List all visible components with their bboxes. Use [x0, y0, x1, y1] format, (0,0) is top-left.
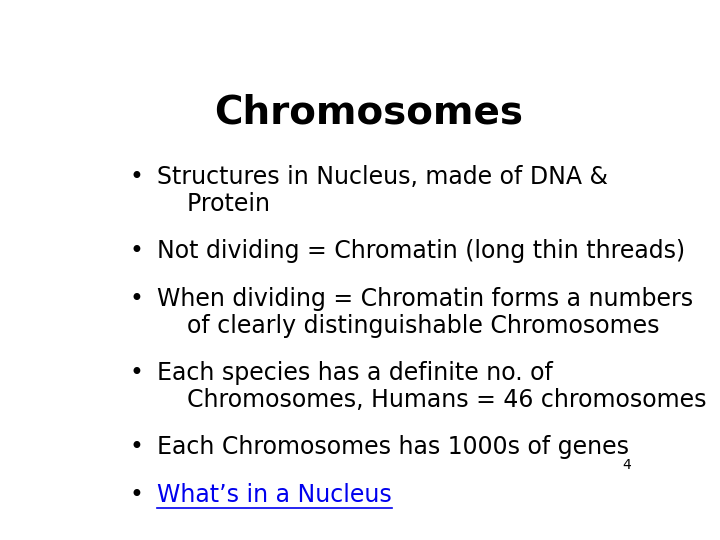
Text: •: • — [129, 165, 143, 188]
Text: •: • — [129, 361, 143, 384]
Text: •: • — [129, 435, 143, 459]
Text: Each species has a definite no. of
    Chromosomes, Humans = 46 chromosomes: Each species has a definite no. of Chrom… — [157, 361, 706, 413]
Text: When dividing = Chromatin forms a numbers
    of clearly distinguishable Chromos: When dividing = Chromatin forms a number… — [157, 287, 693, 339]
Text: Each Chromosomes has 1000s of genes: Each Chromosomes has 1000s of genes — [157, 435, 629, 459]
Text: •: • — [129, 239, 143, 262]
Text: Not dividing = Chromatin (long thin threads): Not dividing = Chromatin (long thin thre… — [157, 239, 685, 262]
Text: Chromosomes: Chromosomes — [215, 94, 523, 132]
Text: What’s in a Nucleus: What’s in a Nucleus — [157, 483, 392, 507]
Text: 4: 4 — [623, 458, 631, 472]
Text: Structures in Nucleus, made of DNA &
    Protein: Structures in Nucleus, made of DNA & Pro… — [157, 165, 608, 217]
Text: •: • — [129, 287, 143, 310]
Text: •: • — [129, 483, 143, 507]
